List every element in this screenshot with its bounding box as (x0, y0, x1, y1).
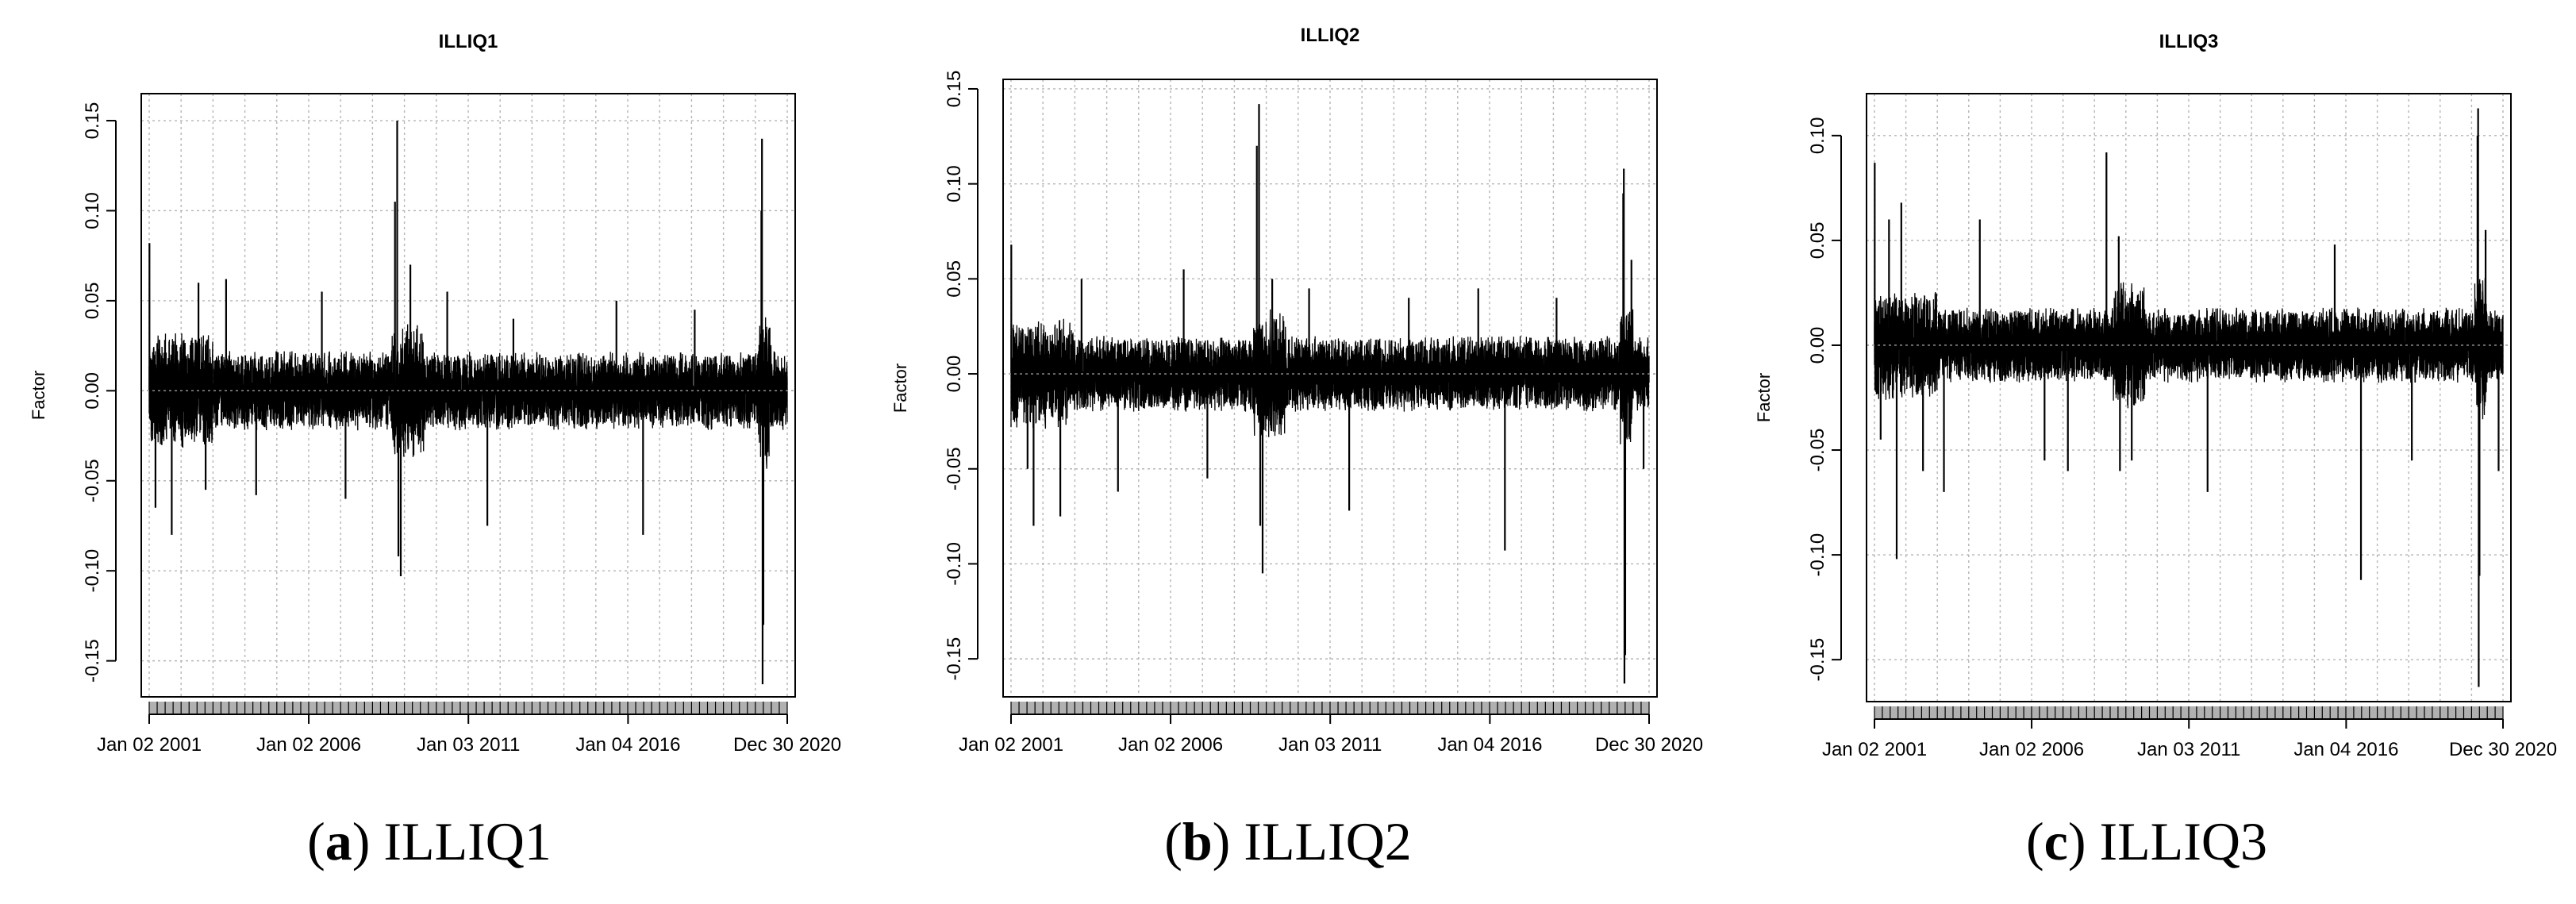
chart-panel-illiq3: ILLIQ3 Factor 0.10 0.05 0.00 -0.05 -0.10 -0.15 J… (1754, 31, 2557, 760)
x-tick-label: Jan 02 2006 (1979, 739, 2084, 760)
x-tick-label: Jan 02 2006 (256, 734, 361, 756)
series-line (148, 317, 788, 469)
x-tick-label: Jan 02 2006 (1118, 734, 1223, 756)
x-tick-label: Dec 30 2020 (1595, 734, 1703, 756)
y-tick-label: -0.10 (944, 542, 965, 586)
x-axis: Jan 02 2001 Jan 02 2006 Jan 03 2011 Jan 04 … (959, 702, 1703, 756)
y-tick-label: 0.10 (944, 165, 965, 202)
y-axis: 0.10 0.05 0.00 -0.05 -0.10 -0.15 (1807, 117, 1842, 682)
caption-letter: c (2043, 811, 2068, 871)
y-tick-label: 0.15 (944, 71, 965, 108)
series-spikes (1010, 104, 1645, 684)
caption-text: ILLIQ3 (2099, 811, 2267, 871)
series-spikes (1874, 108, 2500, 687)
y-axis: 0.15 0.10 0.05 0.00 -0.05 -0.10 -0.15 (82, 102, 117, 683)
y-axis-label: Factor (1754, 373, 1774, 422)
y-tick-label: 0.05 (944, 260, 965, 298)
x-tick-label: Jan 03 2011 (1278, 734, 1382, 756)
x-tick-label: Jan 02 2001 (97, 734, 202, 756)
y-tick-label: 0.05 (1807, 222, 1828, 260)
caption-letter: a (325, 811, 352, 871)
y-axis-label: Factor (890, 364, 910, 413)
y-axis: 0.15 0.10 0.05 0.00 -0.05 -0.10 -0.15 (944, 71, 978, 681)
x-tick-label: Jan 02 2001 (959, 734, 1063, 756)
y-tick-label: 0.05 (82, 283, 103, 320)
x-tick-label: Jan 02 2001 (1822, 739, 1927, 760)
chart-title: ILLIQ2 (1301, 25, 1360, 46)
x-tick-label: Dec 30 2020 (2449, 739, 2557, 760)
x-axis: Jan 02 2001 Jan 02 2006 Jan 03 2011 Jan 04 … (97, 702, 841, 756)
y-tick-label: -0.10 (82, 549, 103, 593)
caption-text: ILLIQ1 (383, 811, 552, 871)
x-tick-label: Jan 03 2011 (417, 734, 520, 756)
caption-letter: b (1182, 811, 1213, 871)
plot-frame (140, 93, 796, 698)
y-tick-label: 0.10 (82, 192, 103, 229)
chart-panel-illiq2: ILLIQ2 Factor 0.15 0.10 0.05 0.00 -0.05 -0.10 -0… (890, 25, 1703, 756)
y-tick-label: -0.05 (1807, 429, 1828, 472)
y-tick-label: -0.15 (82, 639, 103, 683)
grid (1867, 94, 2511, 702)
x-tick-label: Jan 03 2011 (2137, 739, 2240, 760)
x-tick-label: Jan 04 2016 (2293, 739, 2398, 760)
y-tick-label: 0.10 (1807, 117, 1828, 154)
y-tick-label: 0.00 (82, 372, 103, 410)
x-tick-label: Dec 30 2020 (733, 734, 841, 756)
y-tick-label: 0.15 (82, 102, 103, 140)
y-tick-label: -0.15 (944, 637, 965, 681)
y-tick-label: -0.10 (1807, 533, 1828, 577)
x-axis: Jan 02 2001 Jan 02 2006 Jan 03 2011 Jan 04 … (1822, 706, 2557, 760)
x-tick-label: Jan 04 2016 (1437, 734, 1542, 756)
plot-frame (1866, 93, 2512, 702)
caption-text: ILLIQ2 (1244, 811, 1412, 871)
y-tick-label: -0.15 (1807, 638, 1828, 682)
y-tick-label: -0.05 (944, 447, 965, 490)
chart-title: ILLIQ1 (439, 31, 498, 52)
plot-frame (1002, 79, 1658, 698)
chart-panel-illiq1: ILLIQ1 Factor 0.15 0.10 0.05 0.00 -0.05 -0.10 -0… (29, 31, 841, 756)
y-axis-label: Factor (29, 371, 48, 420)
caption-b: (b) ILLIQ2 (1164, 811, 1412, 871)
chart-title: ILLIQ3 (2159, 31, 2219, 52)
x-tick-label: Jan 04 2016 (575, 734, 680, 756)
y-tick-label: 0.00 (944, 356, 965, 393)
y-tick-label: 0.00 (1807, 327, 1828, 364)
caption-c: (c) ILLIQ3 (2026, 811, 2267, 871)
y-tick-label: -0.05 (82, 459, 103, 502)
series-spikes (148, 121, 771, 685)
caption-a: (a) ILLIQ1 (307, 811, 552, 871)
